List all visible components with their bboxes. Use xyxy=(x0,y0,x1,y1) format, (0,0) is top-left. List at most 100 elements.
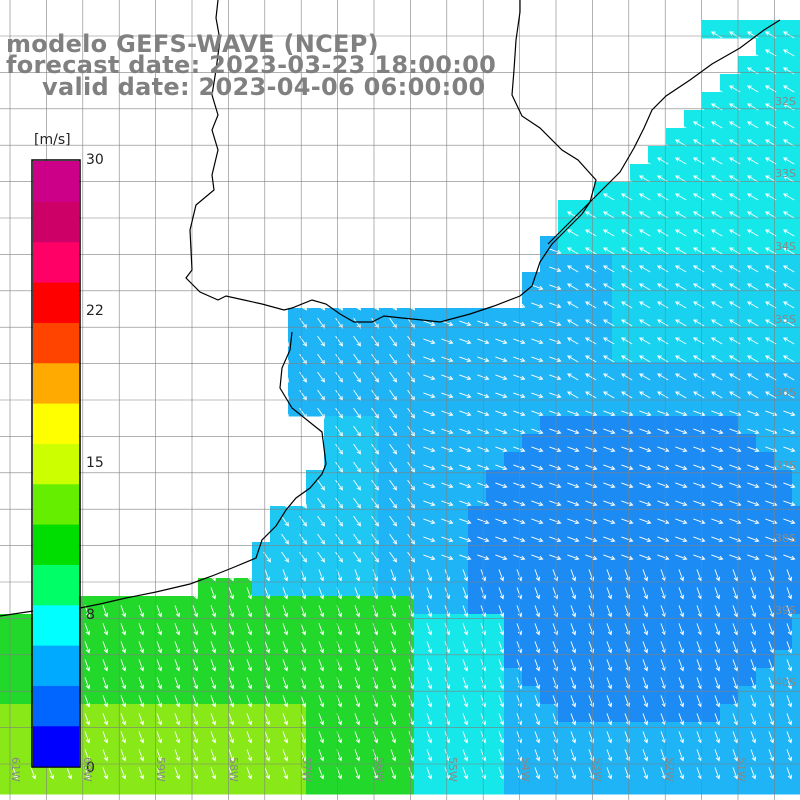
wind-cell xyxy=(756,704,775,723)
wind-cell xyxy=(594,560,613,579)
wind-cell xyxy=(756,758,775,777)
colorbar-segment xyxy=(33,564,79,606)
wind-cell xyxy=(450,632,469,651)
wind-cell xyxy=(522,596,541,615)
wind-arrow xyxy=(765,446,778,453)
wind-cell xyxy=(630,758,649,777)
wind-arrow xyxy=(585,428,598,435)
wind-arrow xyxy=(585,410,598,417)
wind-cell xyxy=(702,632,721,651)
wind-arrow xyxy=(674,337,687,345)
wind-cell xyxy=(198,740,217,759)
lat-label-40s: 40S xyxy=(775,676,796,689)
wind-arrow xyxy=(549,248,562,255)
wind-cell xyxy=(414,470,433,489)
wind-cell xyxy=(450,776,469,795)
wind-arrow xyxy=(549,374,562,381)
lat-label-39s: 39S xyxy=(775,604,796,617)
wind-arrow xyxy=(621,446,634,453)
wind-arrow xyxy=(498,659,505,672)
wind-arrow xyxy=(495,302,508,309)
wind-cell xyxy=(540,344,559,363)
wind-cell xyxy=(684,506,703,525)
wind-arrow xyxy=(710,283,723,291)
wind-arrow xyxy=(531,500,544,507)
wind-cell xyxy=(432,686,451,705)
wind-cell xyxy=(648,740,667,759)
wind-arrow xyxy=(746,247,759,255)
wind-arrow xyxy=(675,464,688,471)
wind-cell xyxy=(684,560,703,579)
wind-cell xyxy=(792,272,800,291)
wind-cell xyxy=(0,776,19,795)
wind-cell xyxy=(450,686,469,705)
wind-cell xyxy=(540,560,559,579)
wind-arrow xyxy=(606,713,613,726)
wind-arrow xyxy=(678,641,685,654)
wind-arrow xyxy=(552,659,559,672)
wind-arrow xyxy=(747,536,760,543)
wind-cell xyxy=(666,542,685,561)
wind-arrow xyxy=(750,641,757,654)
wind-arrow xyxy=(459,338,472,345)
wind-cell xyxy=(540,380,559,399)
wind-cell xyxy=(540,758,559,777)
colorbar-segment xyxy=(33,725,79,767)
wind-cell xyxy=(702,488,721,507)
wind-cell xyxy=(738,704,757,723)
wind-arrow xyxy=(602,247,615,255)
wind-cell xyxy=(720,686,739,705)
chart-title-valid: valid date: 2023-04-06 06:00:00 xyxy=(42,73,486,101)
wind-arrow xyxy=(498,605,505,618)
wind-cell xyxy=(684,722,703,741)
wind-cell xyxy=(648,776,667,795)
wind-arrow xyxy=(335,335,343,347)
wind-arrow xyxy=(621,410,634,417)
wind-arrow xyxy=(620,391,633,399)
lat-label-37s: 37S xyxy=(775,459,796,472)
wind-cell xyxy=(666,560,685,579)
wind-arrow xyxy=(728,265,741,273)
wind-cell xyxy=(414,434,433,453)
wind-cell xyxy=(486,434,505,453)
wind-cell xyxy=(612,776,631,795)
lat-label-38s: 38S xyxy=(775,532,796,545)
wind-cell xyxy=(414,632,433,651)
wind-arrow xyxy=(678,731,685,744)
wind-arrow xyxy=(782,157,795,165)
wind-cell xyxy=(432,632,451,651)
wind-arrow xyxy=(606,659,613,672)
wind-arrow xyxy=(786,659,793,672)
wind-arrow xyxy=(692,373,705,381)
wind-cell xyxy=(522,380,541,399)
wind-arrow xyxy=(317,317,325,329)
wind-arrow xyxy=(192,677,199,690)
wind-cell xyxy=(180,668,199,687)
wind-cell xyxy=(468,326,487,345)
wind-arrow xyxy=(674,157,687,165)
wind-arrow xyxy=(786,569,793,582)
wind-arrow xyxy=(335,299,343,311)
wind-arrow xyxy=(318,677,325,690)
wind-cell xyxy=(558,488,577,507)
wind-cell xyxy=(540,632,559,651)
wind-cell xyxy=(396,596,415,615)
wind-cell xyxy=(504,722,523,741)
wind-arrow xyxy=(728,337,741,345)
wind-cell xyxy=(756,578,775,597)
wind-arrow xyxy=(768,731,775,744)
wind-arrow xyxy=(513,374,526,381)
wind-cell xyxy=(162,704,181,723)
wind-cell xyxy=(648,686,667,705)
wind-cell xyxy=(774,416,793,435)
wind-cell xyxy=(792,344,800,363)
wind-arrow xyxy=(746,283,759,291)
wind-arrow xyxy=(728,355,741,363)
wind-arrow xyxy=(462,659,469,672)
wind-arrow xyxy=(656,193,669,201)
wind-arrow xyxy=(567,554,580,561)
wind-cell xyxy=(522,290,541,309)
wind-cell xyxy=(522,740,541,759)
wind-arrow xyxy=(495,410,508,417)
wind-cell xyxy=(558,596,577,615)
